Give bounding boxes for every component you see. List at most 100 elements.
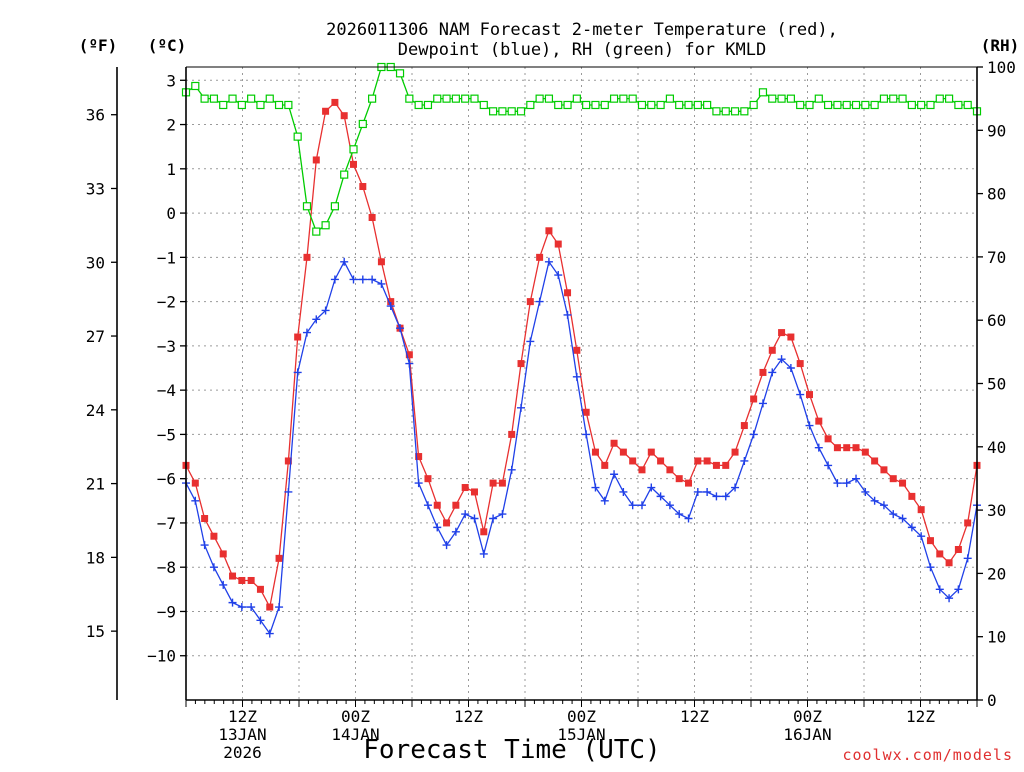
temperature-point [936, 550, 944, 558]
celsius-tick-label: −4 [157, 381, 176, 400]
dewpoint-point [777, 355, 786, 364]
dewpoint-point [814, 443, 823, 452]
dewpoint-point [693, 487, 702, 496]
temperature-point [638, 466, 646, 474]
temperature-point [610, 439, 618, 447]
dewpoint-point [386, 302, 395, 311]
rh-point [219, 100, 228, 110]
dewpoint-point [861, 487, 870, 496]
temperature-point [703, 457, 711, 465]
temperature-point [926, 537, 934, 545]
temperature-point [740, 422, 748, 430]
credit-watermark: coolwx.com/models [842, 746, 1013, 764]
rh-point [675, 100, 684, 110]
rh-point [777, 94, 786, 103]
rh-point [740, 107, 749, 116]
temperature-point [517, 360, 525, 368]
dewpoint-point [209, 563, 218, 572]
dewpoint-point [312, 315, 321, 324]
rh-point [879, 94, 889, 103]
series-layer [181, 62, 982, 638]
rh-point [721, 107, 730, 116]
fahrenheit-tick-label: 18 [86, 548, 105, 567]
temperature-point [247, 576, 255, 584]
temperature-point [350, 160, 358, 168]
x-tick-label: 12Z [228, 707, 257, 726]
temperature-point [722, 461, 730, 469]
x-tick-label: 14JAN [331, 725, 379, 744]
dewpoint-point [293, 368, 302, 377]
rh-point [851, 100, 861, 110]
dewpoint-point [544, 257, 553, 266]
dewpoint-point [675, 510, 684, 519]
rh-point [563, 100, 572, 110]
rh-point [609, 94, 619, 103]
celsius-tick-label: −3 [157, 337, 176, 356]
temperature-point [564, 289, 572, 297]
temperature-point [954, 545, 962, 553]
temperature-point [750, 395, 758, 403]
rh-point [433, 94, 442, 103]
dewpoint-point [451, 527, 460, 536]
rh-point [330, 202, 339, 211]
temperature-point [694, 457, 702, 465]
rh-point [796, 100, 805, 110]
temperature-point [443, 519, 451, 527]
dewpoint-point [517, 403, 526, 412]
rh-point [824, 100, 833, 110]
fahrenheit-unit-label: (ºF) [79, 36, 118, 55]
dewpoint-point [610, 470, 619, 479]
x-axis-title: Forecast Time (UTC) [363, 735, 660, 765]
temperature-point [619, 448, 627, 456]
temperature-point [824, 435, 832, 443]
rh-point [842, 100, 851, 110]
dewpoint-point [703, 487, 712, 496]
rh-tick-label: 20 [987, 564, 1006, 583]
dewpoint-point [879, 501, 888, 510]
rh-point [200, 94, 209, 103]
temperature-point [461, 484, 469, 492]
chart-title-line-2: Dewpoint (blue), RH (green) for KMLD [398, 40, 766, 60]
celsius-tick-label: −7 [157, 514, 176, 533]
rh-point [256, 100, 265, 110]
dewpoint-point [237, 603, 246, 612]
dewpoint-point [619, 487, 628, 496]
temperature-point [685, 479, 693, 487]
dewpoint-point [442, 541, 451, 550]
dewpoint-point [526, 337, 535, 346]
fahrenheit-tick-label: 15 [86, 622, 105, 641]
temperature-point [591, 448, 599, 456]
x-tick-label: 15JAN [557, 725, 605, 744]
temperature-point [964, 519, 972, 527]
rh-point [963, 100, 972, 110]
rh-point [749, 100, 758, 110]
celsius-tick-label: −1 [157, 248, 176, 267]
temperature-point [229, 572, 237, 580]
temperature-point [498, 479, 506, 487]
temperature-point [238, 576, 246, 584]
x-tick-label: 00Z [341, 707, 370, 726]
dewpoint-point [591, 483, 600, 492]
temperature-point [731, 448, 739, 456]
rh-point [349, 145, 358, 154]
temperature-point [712, 461, 720, 469]
dewpoint-point [563, 310, 572, 319]
temperature-point [340, 112, 348, 120]
dewpoint-point [628, 501, 637, 510]
rh-point [870, 100, 879, 110]
celsius-tick-label: −5 [157, 425, 176, 444]
rh-point [758, 88, 768, 97]
temperature-point [545, 227, 553, 235]
rh-point [935, 94, 944, 103]
rh-point [814, 94, 823, 103]
temperature-point [833, 444, 841, 452]
chart-title-line-1: 2026011306 NAM Forecast 2-meter Temperat… [326, 20, 838, 40]
rh-point [619, 94, 628, 103]
temperature-point [415, 453, 423, 461]
temperature-point [601, 461, 609, 469]
rh-point [544, 94, 554, 103]
rh-point [535, 94, 544, 103]
dewpoint-point [247, 603, 256, 612]
